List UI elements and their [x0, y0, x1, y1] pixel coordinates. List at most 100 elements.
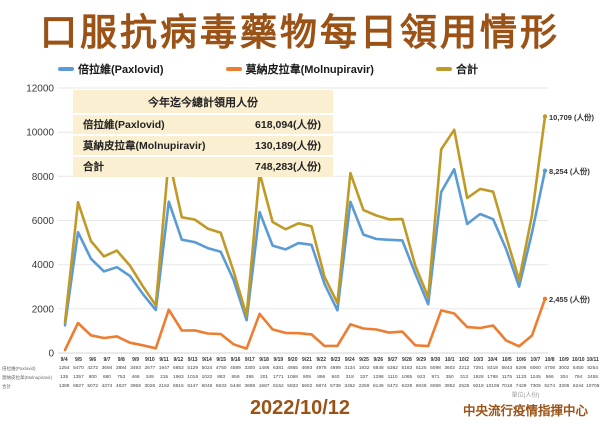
table-cell: 135 — [60, 375, 69, 380]
date-label: 10/5 — [501, 357, 512, 363]
table-cell: 4693 — [301, 366, 313, 371]
date-label: 10/8 — [544, 357, 555, 363]
table-cell: 6853 — [173, 366, 184, 371]
table-cell: 1932 — [358, 366, 370, 371]
table-cell: 3959 — [130, 384, 141, 389]
date-label: 9/17 — [244, 357, 255, 363]
table-cell: 1110 — [387, 375, 398, 380]
table-cell: 566 — [545, 375, 554, 380]
unit-note: 單位(人份) — [511, 393, 540, 399]
table-cell: 5843 — [501, 366, 513, 371]
page-title: 口服抗病毒藥物每日領用情形 — [40, 12, 560, 53]
table-corner-cell — [0, 356, 57, 364]
table-cell: 909 — [302, 375, 311, 380]
table-cell: 800 — [88, 375, 97, 380]
table-cell: 1389 — [58, 384, 70, 389]
table-cell: 3884 — [115, 366, 127, 371]
table-cell: 327 — [360, 375, 369, 380]
table-cell: 10106 — [485, 384, 500, 389]
table-cell: 5024 — [201, 366, 213, 371]
table-cell: 3026 — [144, 384, 156, 389]
date-label: 9/15 — [216, 357, 227, 363]
summary-row-value: 130,189(人份) — [255, 140, 321, 152]
summary-row: 莫納皮拉韋(Molnupiravir) 130,189(人份) — [73, 136, 333, 157]
date-label: 9/16 — [230, 357, 241, 363]
table-cell: 395 — [245, 375, 254, 380]
date-label: 9/13 — [187, 357, 198, 363]
table-cell: 1771 — [273, 375, 284, 380]
table-cell: 4978 — [315, 366, 327, 371]
table-cell: 6472 — [387, 384, 398, 389]
table-cell: 5874 — [315, 384, 327, 389]
date-label: 10/7 — [530, 357, 541, 363]
table-cell: 1928 — [472, 375, 484, 380]
table-cell: 8318 — [487, 366, 498, 371]
date-label: 9/20 — [287, 357, 298, 363]
table-cell: 7291 — [472, 366, 484, 371]
table-cell: 5448 — [230, 384, 241, 389]
daily-usage-line-chart: 0 2000 4000 6000 8000 10000 12000 今年迄今總計領用人份 倍… — [0, 82, 600, 359]
legend-line-marker — [435, 67, 452, 71]
table-cell: 6381 — [273, 366, 284, 371]
legend-item: 倍拉維(Paxlovid) — [58, 61, 164, 77]
table-cell: 9219 — [472, 384, 484, 389]
table-cell: 4865 — [287, 366, 298, 371]
date-label: 10/2 — [459, 357, 469, 363]
table-cell: 4272 — [87, 366, 99, 371]
date-label: 9/25 — [359, 357, 369, 363]
svg-text:4000: 4000 — [32, 260, 55, 271]
date-label: 10/3 — [473, 357, 484, 363]
table-cell: 5098 — [430, 366, 441, 371]
table-cell: 8816 — [173, 384, 184, 389]
table-cell: 883 — [217, 375, 226, 380]
report-date: 2022/10/12 — [249, 397, 351, 419]
table-cell: 6046 — [201, 384, 213, 389]
table-cell: 1947 — [158, 366, 170, 371]
table-cell: 5633 — [215, 384, 227, 389]
endpoint-value-label: 8,254 (人份) — [549, 167, 590, 176]
table-cell: 215 — [160, 375, 169, 380]
svg-text:0: 0 — [48, 349, 54, 359]
table-cell: 923 — [417, 375, 426, 380]
table-cell: 5362 — [387, 366, 398, 371]
date-label: 9/22 — [316, 357, 327, 363]
table-cell: 4589 — [230, 366, 241, 371]
summary-row: 倍拉維(Paxlovid) 618,094(人份) — [73, 115, 333, 136]
date-label: 9/24 — [344, 357, 355, 363]
table-cell: 3452 — [344, 384, 356, 389]
svg-text:10000: 10000 — [26, 128, 54, 139]
table-cell: 5163 — [401, 366, 413, 371]
summary-box-title: 今年迄今總計領用人份 — [73, 92, 333, 115]
legend-label: 莫納皮拉韋(Molnupiravir) — [245, 64, 374, 76]
table-dates-row: 9/4 9/5 9/6 9/7 9/8 9/9 9/10 9/11 9/12 9/13 9/14 9/… — [0, 356, 600, 364]
date-label: 9/6 — [89, 357, 97, 363]
table-cell: 6848 — [372, 366, 384, 371]
table-cell: 5274 — [544, 384, 556, 389]
table-cell: 3493 — [130, 366, 141, 371]
table-cell: 3134 — [344, 366, 356, 371]
table-cell: 8254 — [587, 366, 599, 371]
date-label: 9/18 — [259, 357, 269, 363]
date-label: 10/1 — [444, 357, 455, 363]
table-cell: 2455 — [587, 375, 599, 380]
date-label: 9/23 — [330, 357, 341, 363]
svg-text:12000: 12000 — [26, 84, 54, 95]
date-label: 9/7 — [103, 357, 111, 363]
svg-text:6000: 6000 — [32, 216, 55, 227]
summary-row: 合計 748,283(人份) — [73, 157, 333, 176]
summary-box: 今年迄今總計領用人份 倍拉維(Paxlovid) 618,094(人份) 莫納皮拉韋… — [73, 90, 333, 177]
table-cell: 6147 — [187, 384, 198, 389]
date-label: 9/26 — [373, 357, 384, 363]
table-cell: 1486 — [258, 366, 270, 371]
date-label: 9/12 — [173, 357, 184, 363]
svg-text:8000: 8000 — [32, 172, 55, 183]
table-row: 莫納皮拉韋(Molnupiravir) 135 1357 800 680 753 466 34… — [0, 373, 600, 382]
chart-legend: 倍拉維(Paxlovid) 莫納皮拉韋(Molnupiravir) 合計 — [58, 61, 478, 77]
date-label: 9/11 — [159, 357, 169, 363]
table-cell: 5739 — [330, 384, 341, 389]
date-label: 9/8 — [117, 357, 125, 363]
table-row: 倍拉維(Paxlovid) 1254 5470 4272 3694 3884 3493 267… — [0, 364, 600, 373]
summary-row-label: 合計 — [83, 161, 104, 173]
table-cell: 6296 — [515, 366, 527, 371]
